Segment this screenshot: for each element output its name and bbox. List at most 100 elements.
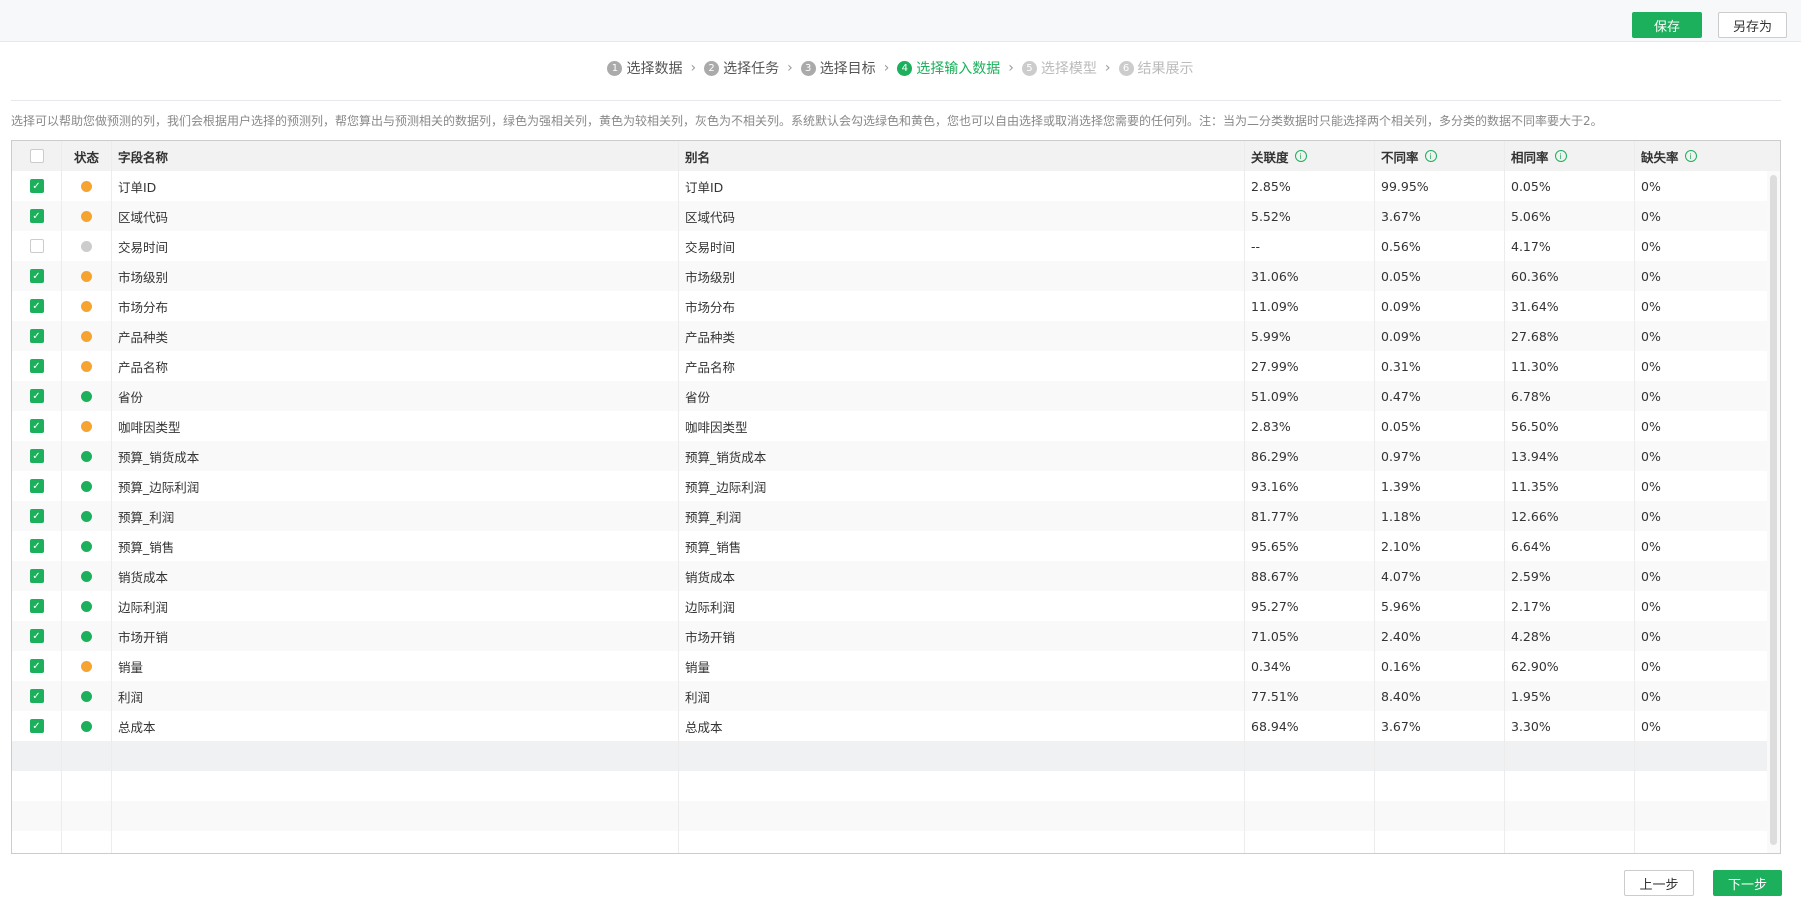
status-dot-icon xyxy=(81,180,92,192)
step-6[interactable]: 6 结果展示 xyxy=(1118,58,1194,78)
row-checkbox[interactable]: ✓ xyxy=(29,329,44,343)
table-row[interactable]: ✓ 省份 省份 51.09% 0.47% 6.78% 0% xyxy=(12,381,1780,411)
step-1[interactable]: 1 选择数据 xyxy=(607,58,682,78)
cell-relevance: 77.51% xyxy=(1245,681,1375,711)
info-icon[interactable]: i xyxy=(1294,150,1307,162)
next-step-button[interactable]: 下一步 xyxy=(1713,870,1782,896)
row-checkbox[interactable]: ✓ xyxy=(29,269,44,283)
save-as-button[interactable]: 另存为 xyxy=(1718,12,1787,38)
cell-missing: 0% xyxy=(1641,418,1661,434)
header-relevance: 关联度 xyxy=(1251,149,1289,165)
cell-diff: 5.96% xyxy=(1375,591,1505,621)
table-row[interactable]: ✓ 咖啡因类型 咖啡因类型 2.83% 0.05% 56.50% 0% xyxy=(12,411,1780,441)
table-row[interactable]: ✓ 订单ID 订单ID 2.85% 99.95% 0.05% 0% xyxy=(12,171,1780,201)
cell-alias: 交易时间 xyxy=(679,231,1245,261)
table-row[interactable]: ✓ 销量 销量 0.34% 0.16% 62.90% 0% xyxy=(12,651,1780,681)
table-row[interactable]: ✓ 市场级别 市场级别 31.06% 0.05% 60.36% 0% xyxy=(12,261,1780,291)
table-row[interactable]: ✓ 销货成本 销货成本 88.67% 4.07% 2.59% 0% xyxy=(12,561,1780,591)
row-checkbox[interactable]: ✓ xyxy=(29,509,44,523)
row-checkbox[interactable]: ✓ xyxy=(29,359,44,373)
row-checkbox[interactable] xyxy=(29,239,44,253)
cell-same: 12.66% xyxy=(1505,501,1635,531)
cell-relevance: 31.06% xyxy=(1245,261,1375,291)
row-checkbox[interactable]: ✓ xyxy=(29,569,44,583)
cell-diff: 0.31% xyxy=(1375,351,1505,381)
table-row[interactable]: ✓ 区域代码 区域代码 5.52% 3.67% 5.06% 0% xyxy=(12,201,1780,231)
row-checkbox[interactable]: ✓ xyxy=(29,599,44,613)
status-dot-icon xyxy=(81,330,92,342)
cell-same: 6.64% xyxy=(1505,531,1635,561)
cell-field: 省份 xyxy=(112,381,679,411)
step-progress: 1 选择数据 › 2 选择任务 › 3 选择目标 › 4 选择输入数据 › 5 选择模型 › 6 结果展示 xyxy=(0,58,1801,78)
vertical-scrollbar[interactable] xyxy=(1767,171,1780,853)
select-all-checkbox[interactable] xyxy=(29,149,44,163)
status-dot-icon xyxy=(81,720,92,732)
cell-field: 预算_销货成本 xyxy=(112,441,679,471)
info-icon[interactable]: i xyxy=(1554,150,1567,162)
cell-relevance: 81.77% xyxy=(1245,501,1375,531)
status-dot-icon xyxy=(81,540,92,552)
table-row[interactable]: ✓ 市场分布 市场分布 11.09% 0.09% 31.64% 0% xyxy=(12,291,1780,321)
row-checkbox[interactable]: ✓ xyxy=(29,419,44,433)
info-icon[interactable]: i xyxy=(1684,150,1697,162)
prev-step-button[interactable]: 上一步 xyxy=(1624,870,1694,896)
row-checkbox[interactable]: ✓ xyxy=(29,299,44,313)
table-row[interactable]: ✓ 利润 利润 77.51% 8.40% 1.95% 0% xyxy=(12,681,1780,711)
cell-relevance: 0.34% xyxy=(1245,651,1375,681)
divider xyxy=(11,100,1781,101)
cell-field: 预算_销售 xyxy=(112,531,679,561)
cell-same: 4.28% xyxy=(1505,621,1635,651)
cell-alias: 市场分布 xyxy=(679,291,1245,321)
row-checkbox[interactable]: ✓ xyxy=(29,479,44,493)
table-row[interactable]: ✓ 边际利润 边际利润 95.27% 5.96% 2.17% 0% xyxy=(12,591,1780,621)
cell-diff: 0.09% xyxy=(1375,291,1505,321)
table-row[interactable]: ✓ 市场开销 市场开销 71.05% 2.40% 4.28% 0% xyxy=(12,621,1780,651)
cell-same: 2.17% xyxy=(1505,591,1635,621)
table-row[interactable]: ✓ 产品种类 产品种类 5.99% 0.09% 27.68% 0% xyxy=(12,321,1780,351)
row-checkbox[interactable]: ✓ xyxy=(29,389,44,403)
cell-field: 预算_利润 xyxy=(112,501,679,531)
cell-relevance: 5.99% xyxy=(1245,321,1375,351)
cell-missing: 0% xyxy=(1641,388,1661,404)
row-checkbox[interactable]: ✓ xyxy=(29,449,44,463)
table-row[interactable]: ✓ 预算_销售 预算_销售 95.65% 2.10% 6.64% 0% xyxy=(12,531,1780,561)
table-row[interactable]: ✓ 总成本 总成本 68.94% 3.67% 3.30% 0% xyxy=(12,711,1780,741)
save-button[interactable]: 保存 xyxy=(1632,12,1702,38)
row-checkbox[interactable]: ✓ xyxy=(29,629,44,643)
instruction-text: 选择可以帮助您做预测的列，我们会根据用户选择的预测列，帮您算出与预测相关的数据列… xyxy=(11,114,1603,128)
step-3[interactable]: 3 选择目标 xyxy=(800,58,876,78)
row-checkbox[interactable]: ✓ xyxy=(29,209,44,223)
info-icon[interactable]: i xyxy=(1424,150,1437,162)
cell-diff: 0.05% xyxy=(1375,261,1505,291)
cell-same: 11.35% xyxy=(1505,471,1635,501)
cell-same: 31.64% xyxy=(1505,291,1635,321)
cell-alias: 预算_利润 xyxy=(679,501,1245,531)
step-label: 选择任务 xyxy=(723,61,780,77)
step-5[interactable]: 5 选择模型 xyxy=(1021,58,1097,78)
row-checkbox[interactable]: ✓ xyxy=(29,179,44,193)
chevron-right-icon: › xyxy=(1104,60,1111,76)
row-checkbox[interactable]: ✓ xyxy=(29,719,44,733)
cell-diff: 1.39% xyxy=(1375,471,1505,501)
cell-relevance: 95.27% xyxy=(1245,591,1375,621)
cell-relevance: 71.05% xyxy=(1245,621,1375,651)
step-2[interactable]: 2 选择任务 xyxy=(704,58,779,78)
cell-missing: 0% xyxy=(1641,508,1661,524)
row-checkbox[interactable]: ✓ xyxy=(29,689,44,703)
step-4[interactable]: 4 选择输入数据 xyxy=(897,58,1000,78)
status-dot-icon xyxy=(81,660,92,672)
scrollbar-thumb[interactable] xyxy=(1770,175,1777,845)
table-row[interactable]: ✓ 预算_边际利润 预算_边际利润 93.16% 1.39% 11.35% 0% xyxy=(12,471,1780,501)
table-row[interactable]: ✓ 预算_销货成本 预算_销货成本 86.29% 0.97% 13.94% 0% xyxy=(12,441,1780,471)
cell-diff: 0.56% xyxy=(1375,231,1505,261)
cell-alias: 总成本 xyxy=(679,711,1245,741)
table-row[interactable]: 交易时间 交易时间 -- 0.56% 4.17% 0% xyxy=(12,231,1780,261)
cell-diff: 4.07% xyxy=(1375,561,1505,591)
table-row[interactable]: ✓ 预算_利润 预算_利润 81.77% 1.18% 12.66% 0% xyxy=(12,501,1780,531)
cell-diff: 3.67% xyxy=(1375,201,1505,231)
header-alias: 别名 xyxy=(679,141,1245,171)
table-row[interactable]: ✓ 产品名称 产品名称 27.99% 0.31% 11.30% 0% xyxy=(12,351,1780,381)
row-checkbox[interactable]: ✓ xyxy=(29,539,44,553)
cell-same: 11.30% xyxy=(1505,351,1635,381)
row-checkbox[interactable]: ✓ xyxy=(29,659,44,673)
